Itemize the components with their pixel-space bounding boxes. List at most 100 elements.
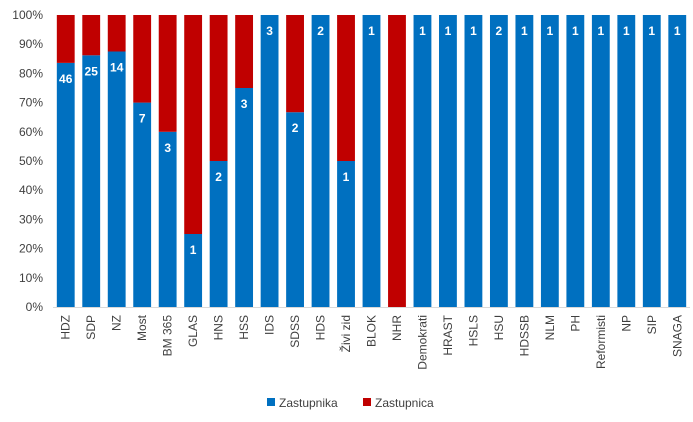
bars: 46 25 14 7 3 1 2 3 3 2 2 1 1 1 1 1 2 1 1 1 1 1 1 1 (56, 15, 687, 308)
bar-zastupnika-8 (260, 15, 279, 307)
legend-label-zastupnika: Zastupnika (279, 396, 338, 410)
x-tick-label: PH (568, 315, 582, 332)
x-tick-label: HDZ (59, 315, 73, 340)
bar-zastupnica-5 (184, 15, 203, 234)
bar-zastupnika-11 (337, 161, 355, 307)
bar-zastupnica-9 (286, 15, 304, 113)
bar-zastupnika-22 (617, 15, 636, 307)
y-tick-label: 90% (19, 37, 43, 51)
x-tick-label: HSLS (466, 315, 480, 346)
y-tick-label: 80% (19, 66, 43, 80)
bar-zastupnica-6 (209, 15, 228, 161)
data-label: 14 (110, 61, 124, 75)
y-tick-label: 100% (12, 8, 43, 22)
x-tick-label: Reformisti (594, 315, 608, 369)
data-label: 3 (241, 97, 248, 111)
data-label: 1 (597, 24, 604, 38)
bar-zastupnika-24 (668, 15, 687, 307)
data-label: 1 (572, 24, 579, 38)
y-tick-label: 50% (19, 154, 43, 168)
data-label: 3 (266, 24, 273, 38)
bar-zastupnika-23 (642, 15, 661, 307)
legend: Zastupnika Zastupnica (267, 396, 434, 410)
data-label: 1 (368, 24, 375, 38)
data-label: 25 (85, 64, 99, 78)
bar-zastupnika-20 (566, 15, 585, 307)
y-tick-label: 60% (19, 125, 43, 139)
x-tick-label: Demokrati (415, 315, 429, 370)
data-label: 1 (521, 24, 528, 38)
bar-zastupnika-9 (286, 112, 304, 308)
data-label: 1 (343, 170, 350, 184)
x-tick-label: BM 365 (161, 315, 175, 357)
x-tick-label: HDSSB (517, 315, 531, 356)
bar-zastupnika-21 (591, 15, 610, 307)
legend-swatch-zastupnika (267, 398, 275, 406)
y-tick-label: 40% (19, 183, 43, 197)
bar-zastupnica-0 (56, 15, 75, 63)
bar-zastupnica-3 (133, 15, 152, 103)
x-tick-label: Živi zid (338, 315, 353, 352)
bar-zastupnika-10 (311, 15, 330, 307)
x-tick-label: SNAGA (670, 315, 684, 357)
x-tick-label: SIP (645, 315, 659, 334)
y-tick-label: 20% (19, 242, 43, 256)
bar-zastupnika-5 (184, 234, 203, 307)
legend-swatch-zastupnica (363, 398, 371, 406)
x-tick-label: BLOK (365, 315, 379, 347)
x-tick-label: NHR (390, 315, 404, 341)
bar-zastupnika-1 (82, 55, 101, 307)
bar-zastupnika-12 (362, 15, 381, 307)
bar-zastupnika-2 (107, 51, 126, 307)
data-label: 1 (623, 24, 630, 38)
x-tick-label: HSS (237, 315, 251, 340)
bar-zastupnika-6 (209, 161, 228, 307)
bar-zastupnika-18 (515, 15, 534, 307)
data-label: 1 (470, 24, 477, 38)
bar-zastupnika-4 (158, 131, 177, 307)
x-tick-label: SDSS (288, 315, 302, 348)
data-label: 2 (215, 170, 222, 184)
legend-label-zastupnica: Zastupnica (375, 396, 434, 410)
y-tick-label: 30% (19, 212, 43, 226)
data-label: 46 (59, 72, 73, 86)
y-tick-label: 0% (26, 300, 44, 314)
bar-zastupnika-14 (413, 15, 432, 307)
x-tick-label: HDS (314, 315, 328, 340)
bar-zastupnica-11 (337, 15, 355, 161)
y-tick-label: 70% (19, 96, 43, 110)
data-label: 1 (445, 24, 452, 38)
bar-zastupnika-16 (464, 15, 483, 307)
x-tick-label: IDS (263, 315, 277, 335)
bar-zastupnica-2 (107, 15, 126, 52)
bar-zastupnika-3 (133, 102, 152, 307)
x-tick-label: SDP (84, 315, 98, 340)
data-label: 1 (674, 24, 681, 38)
data-label: 1 (648, 24, 655, 38)
data-label: 1 (547, 24, 554, 38)
x-tick-label: Most (135, 314, 149, 341)
bar-zastupnika-0 (56, 62, 75, 307)
bar-zastupnica-7 (235, 15, 254, 88)
data-label: 2 (496, 24, 503, 38)
x-tick-label: NP (619, 315, 633, 332)
data-label: 3 (164, 141, 171, 155)
data-label: 1 (190, 243, 197, 257)
data-label: 2 (317, 24, 324, 38)
bar-zastupnika-7 (235, 88, 254, 307)
y-tick-label: 10% (19, 271, 43, 285)
data-label: 2 (292, 121, 299, 135)
bar-zastupnica-1 (82, 15, 101, 56)
bar-zastupnika-19 (540, 15, 559, 307)
data-label: 1 (419, 24, 426, 38)
data-label: 7 (139, 112, 146, 126)
bar-zastupnica-13 (388, 15, 406, 307)
x-tick-label: GLAS (186, 315, 200, 347)
y-axis: 0% 10% 20% 30% 40% 50% 60% 70% 80% 90% 100% (12, 8, 43, 314)
x-tick-label: HNS (212, 315, 226, 340)
x-tick-label: NLM (543, 315, 557, 340)
bar-zastupnika-15 (439, 15, 457, 307)
bar-zastupnica-4 (158, 15, 177, 132)
x-tick-label: HRAST (441, 314, 455, 355)
